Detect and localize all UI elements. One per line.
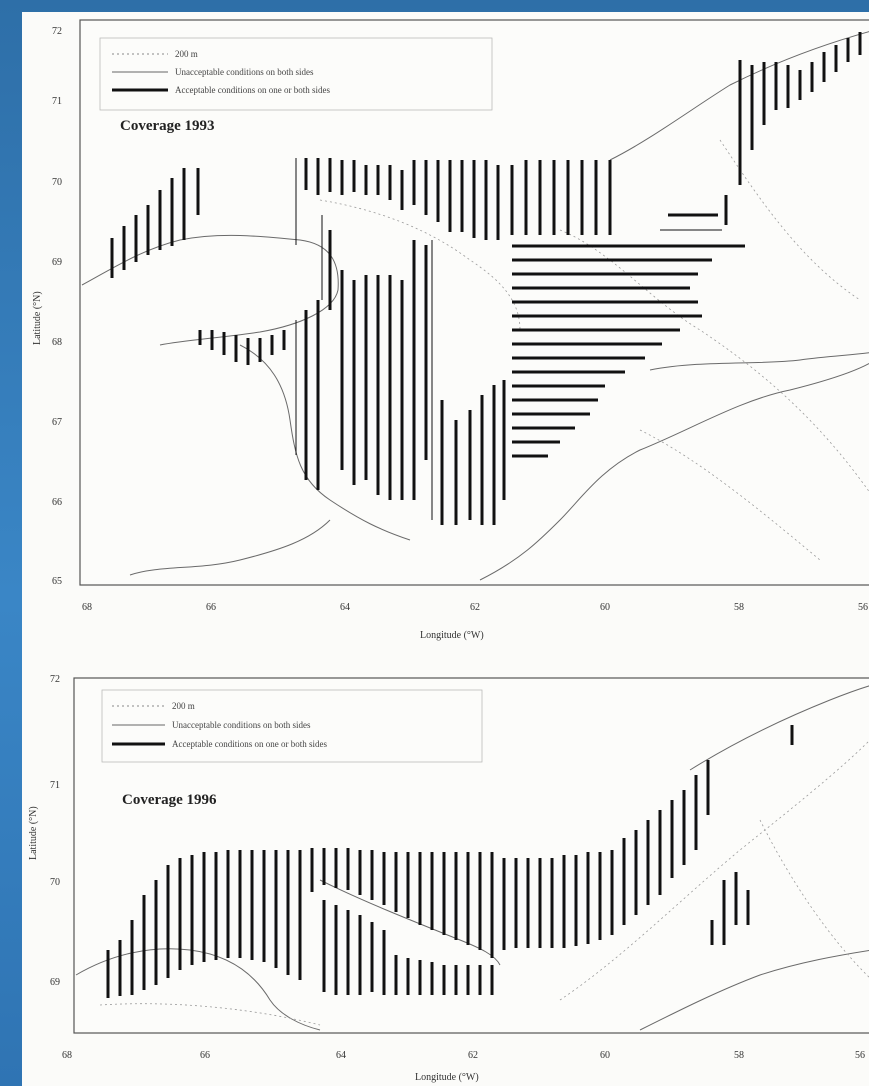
map-frame-1993 — [79, 19, 869, 586]
x-tick: 56 — [855, 1050, 865, 1061]
x-tick: 64 — [340, 602, 350, 613]
y-tick: 69 — [50, 977, 60, 988]
x-tick: 58 — [734, 1050, 744, 1061]
transect-lines-vertical-1996 — [106, 725, 794, 998]
legend-label-200m: 200 m — [175, 49, 198, 59]
y-ticks-1993: 72 71 70 69 68 67 66 65 — [52, 26, 62, 587]
y-tick: 66 — [52, 497, 62, 508]
legend-label-200m: 200 m — [172, 701, 195, 711]
y-tick: 72 — [52, 26, 62, 37]
coverage-title-1993: Coverage 1993 — [120, 118, 215, 134]
y-axis-label-1996: Latitude (°N) — [28, 806, 39, 860]
x-tick: 62 — [470, 602, 480, 613]
x-tick: 68 — [62, 1050, 72, 1061]
x-ticks-1996: 68 66 64 62 60 58 56 — [62, 1050, 865, 1061]
y-tick: 69 — [52, 257, 62, 268]
y-tick: 70 — [52, 177, 62, 188]
transect-lines-horizontal-1993 — [512, 213, 745, 458]
y-tick: 71 — [52, 96, 62, 107]
x-tick: 56 — [858, 602, 868, 613]
x-axis-label-1993: Longitude (°W) — [420, 630, 484, 641]
legend-label-acceptable: Acceptable conditions on one or both sid… — [175, 85, 330, 95]
x-axis-label-1996: Longitude (°W) — [415, 1072, 479, 1083]
legend-label-unacceptable: Unacceptable conditions on both sides — [172, 720, 311, 730]
isobath-200m-1993 — [319, 139, 869, 561]
x-tick: 60 — [600, 602, 610, 613]
legend-1993: 200 m Unacceptable conditions on both si… — [99, 37, 493, 134]
panel-1996: 200 m Unacceptable conditions on both si… — [28, 674, 869, 1083]
x-tick: 66 — [206, 602, 216, 613]
x-tick: 62 — [468, 1050, 478, 1061]
x-tick: 68 — [82, 602, 92, 613]
panel-1993: 200 m Unacceptable conditions on both si… — [32, 19, 869, 641]
transect-lines-vertical-1993 — [110, 32, 862, 525]
y-ticks-1996: 72 71 70 69 — [50, 674, 60, 988]
x-tick: 58 — [734, 602, 744, 613]
y-tick: 65 — [52, 576, 62, 587]
legend-1996: 200 m Unacceptable conditions on both si… — [101, 689, 483, 808]
y-tick: 71 — [50, 780, 60, 791]
y-axis-label-1993: Latitude (°N) — [32, 291, 43, 345]
y-tick: 68 — [52, 337, 62, 348]
y-tick: 70 — [50, 877, 60, 888]
x-tick: 60 — [600, 1050, 610, 1061]
coastline-1993 — [81, 31, 869, 581]
x-ticks-1993: 68 66 64 62 60 58 56 — [82, 602, 868, 613]
y-tick: 72 — [50, 674, 60, 685]
legend-label-unacceptable: Unacceptable conditions on both sides — [175, 67, 314, 77]
legend-box — [99, 37, 493, 111]
legend-label-acceptable: Acceptable conditions on one or both sid… — [172, 739, 327, 749]
y-tick: 67 — [52, 417, 62, 428]
x-tick: 64 — [336, 1050, 346, 1061]
x-tick: 66 — [200, 1050, 210, 1061]
isobath-200m-1996 — [99, 740, 869, 1026]
legend-box — [101, 689, 483, 763]
coverage-title-1996: Coverage 1996 — [122, 792, 217, 808]
